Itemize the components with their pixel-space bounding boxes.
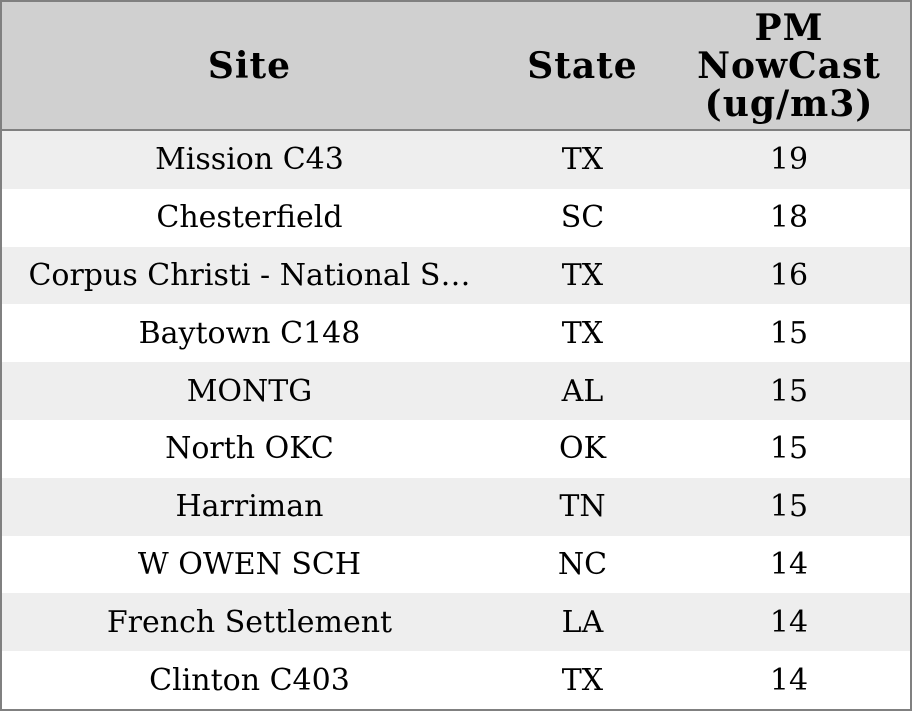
cell-site: French Settlement [106,604,393,640]
cell-pm-nowcast: 15 [769,431,809,467]
table-row: French Settlement LA 14 [1,593,911,652]
table-row: Baytown C148 TX 15 [1,304,911,363]
cell-site: Clinton C403 [149,662,350,698]
cell-state: TX [561,142,604,178]
table-row: Mission C43 TX 19 [1,130,911,189]
cell-pm-nowcast: 18 [769,200,809,236]
cell-pm-nowcast: 19 [769,142,809,178]
cell-pm-nowcast: 14 [769,662,809,698]
cell-state: TX [561,662,604,698]
cell-pm-nowcast: 15 [769,315,809,351]
cell-state: SC [560,200,605,236]
cell-site: Mission C43 [155,142,344,178]
column-header-site: Site [1,1,497,131]
table-row: W OWEN SCH NC 14 [1,535,911,594]
cell-state: NC [557,546,608,582]
cell-site: W OWEN SCH [137,546,362,582]
cell-state: OK [558,431,606,467]
cell-state: LA [561,604,604,640]
cell-state: TX [561,315,604,351]
table-body: Mission C43 TX 19 Chesterfield SC 18 Corpus Ch… [1,130,911,710]
cell-pm-nowcast: 16 [769,257,809,293]
cell-pm-nowcast: 14 [769,604,809,640]
column-header-state: State [496,1,669,131]
table-row: Harriman TN 15 [1,477,911,536]
header-row: Site State PM NowCast (ug/m3) [1,1,911,131]
cell-site: North OKC [165,431,334,467]
cell-site: Baytown C148 [138,315,361,351]
cell-pm-nowcast: 15 [769,373,809,409]
table-row: Clinton C403 TX 14 [1,651,911,710]
cell-site: Harriman [175,489,324,525]
table-row: MONTG AL 15 [1,362,911,420]
cell-pm-nowcast: 14 [769,546,809,582]
table-row: North OKC OK 15 [1,419,911,478]
cell-site: MONTG [186,373,313,409]
table-row: Corpus Christi - National S… TX 16 [1,246,911,305]
cell-pm-nowcast: 15 [769,489,809,525]
cell-site: Corpus Christi - National S… [28,257,471,293]
table-header: Site State PM NowCast (ug/m3) [1,1,911,131]
column-header-pm-nowcast: PM NowCast (ug/m3) [668,1,911,131]
cell-state: AL [561,373,604,409]
table-row: Chesterfield SC 18 [1,188,911,247]
cell-state: TN [559,489,606,525]
cell-site: Chesterfield [156,200,343,236]
cell-state: TX [561,257,604,293]
